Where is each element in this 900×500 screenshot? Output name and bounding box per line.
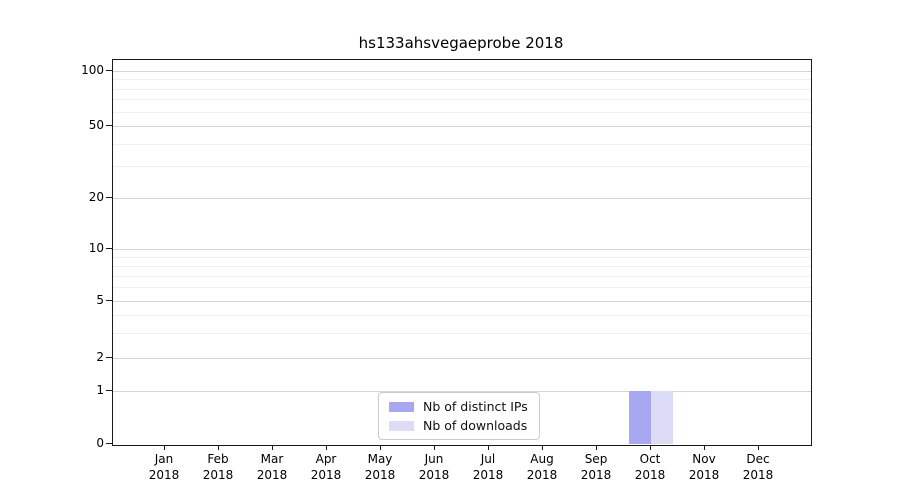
x-tick-mark <box>650 445 651 450</box>
x-tick-year: 2018 <box>418 468 450 482</box>
y-tick-label: 100 <box>81 63 104 77</box>
x-tick-month: Sep <box>584 452 608 466</box>
gridline-minor <box>113 265 811 267</box>
gridline-major <box>113 126 811 127</box>
x-tick-year: 2018 <box>526 468 558 482</box>
y-tick-mark <box>106 125 112 126</box>
chart-title: hs133ahsvegaeprobe 2018 <box>358 34 564 52</box>
legend-label-distinct-ips: Nb of distinct IPs <box>423 399 528 414</box>
gridline-major <box>113 71 811 72</box>
x-tick-label: Oct 2018 <box>622 451 678 483</box>
x-tick-label: Aug 2018 <box>514 451 570 483</box>
legend-swatch-distinct-ips <box>389 401 414 412</box>
x-tick-year: 2018 <box>364 468 396 482</box>
gridline-major <box>113 301 811 302</box>
y-tick-mark <box>106 197 112 198</box>
x-tick-month: Dec <box>746 452 770 466</box>
y-tick-label: 2 <box>96 350 104 364</box>
legend-swatch-downloads <box>389 420 414 431</box>
gridline-minor <box>113 287 811 289</box>
x-tick-label: Jan 2018 <box>136 451 192 483</box>
plot-area <box>112 59 812 446</box>
x-tick-mark <box>542 445 543 450</box>
x-tick-year: 2018 <box>742 468 774 482</box>
x-tick-label: Sep 2018 <box>568 451 624 483</box>
y-tick-label: 1 <box>96 383 104 397</box>
y-tick-mark <box>106 443 112 444</box>
x-tick-month: Jul <box>480 452 496 466</box>
x-tick-mark <box>758 445 759 450</box>
gridline-major <box>113 198 811 199</box>
x-tick-month: Feb <box>207 452 229 466</box>
y-tick-label: 0 <box>96 436 104 450</box>
x-tick-year: 2018 <box>688 468 720 482</box>
gridline-minor <box>113 314 811 316</box>
x-tick-month: Nov <box>692 452 716 466</box>
bar-nb-of-downloads-oct-2018 <box>651 391 673 444</box>
x-tick-year: 2018 <box>202 468 234 482</box>
y-tick-mark <box>106 357 112 358</box>
gridline-minor <box>113 143 811 145</box>
x-tick-mark <box>596 445 597 450</box>
y-tick-label: 5 <box>96 293 104 307</box>
gridline-minor <box>113 275 811 277</box>
y-tick-label: 20 <box>88 190 104 204</box>
gridline-minor <box>113 99 811 101</box>
x-tick-mark <box>380 445 381 450</box>
legend-entry-distinct-ips: Nb of distinct IPs <box>389 399 528 414</box>
legend: Nb of distinct IPs Nb of downloads <box>378 392 540 440</box>
x-tick-label: May 2018 <box>352 451 408 483</box>
x-tick-month: Jun <box>424 452 444 466</box>
x-tick-label: Jun 2018 <box>406 451 462 483</box>
gridline-major <box>113 358 811 359</box>
gridline-minor <box>113 88 811 90</box>
x-tick-month: May <box>367 452 393 466</box>
x-tick-month: Oct <box>639 452 661 466</box>
legend-label-downloads: Nb of downloads <box>423 418 528 433</box>
x-tick-label: Feb 2018 <box>190 451 246 483</box>
bar-nb-of-distinct-ips-oct-2018 <box>629 391 651 444</box>
x-tick-mark <box>704 445 705 450</box>
gridline-minor <box>113 111 811 113</box>
gridline-minor <box>113 79 811 81</box>
x-tick-mark <box>218 445 219 450</box>
x-tick-month: Jan <box>154 452 174 466</box>
y-tick-label: 10 <box>88 241 104 255</box>
x-tick-month: Apr <box>315 452 337 466</box>
gridline-minor <box>113 332 811 334</box>
x-tick-mark <box>434 445 435 450</box>
x-tick-year: 2018 <box>148 468 180 482</box>
y-tick-mark <box>106 300 112 301</box>
x-tick-mark <box>164 445 165 450</box>
x-tick-mark <box>488 445 489 450</box>
x-tick-year: 2018 <box>256 468 288 482</box>
y-tick-mark <box>106 70 112 71</box>
x-tick-year: 2018 <box>580 468 612 482</box>
x-tick-label: Dec 2018 <box>730 451 786 483</box>
x-tick-label: Jul 2018 <box>460 451 516 483</box>
gridline-major <box>113 249 811 250</box>
x-tick-year: 2018 <box>472 468 504 482</box>
x-tick-month: Aug <box>530 452 554 466</box>
x-tick-label: Nov 2018 <box>676 451 732 483</box>
x-tick-label: Apr 2018 <box>298 451 354 483</box>
x-tick-mark <box>272 445 273 450</box>
x-tick-month: Mar <box>260 452 284 466</box>
x-tick-year: 2018 <box>310 468 342 482</box>
x-tick-year: 2018 <box>634 468 666 482</box>
x-tick-label: Mar 2018 <box>244 451 300 483</box>
y-tick-label: 50 <box>88 118 104 132</box>
gridline-minor <box>113 256 811 258</box>
legend-entry-downloads: Nb of downloads <box>389 418 528 433</box>
x-tick-mark <box>326 445 327 450</box>
y-tick-mark <box>106 390 112 391</box>
gridline-major <box>113 391 811 392</box>
y-tick-mark <box>106 248 112 249</box>
gridline-minor <box>113 166 811 168</box>
